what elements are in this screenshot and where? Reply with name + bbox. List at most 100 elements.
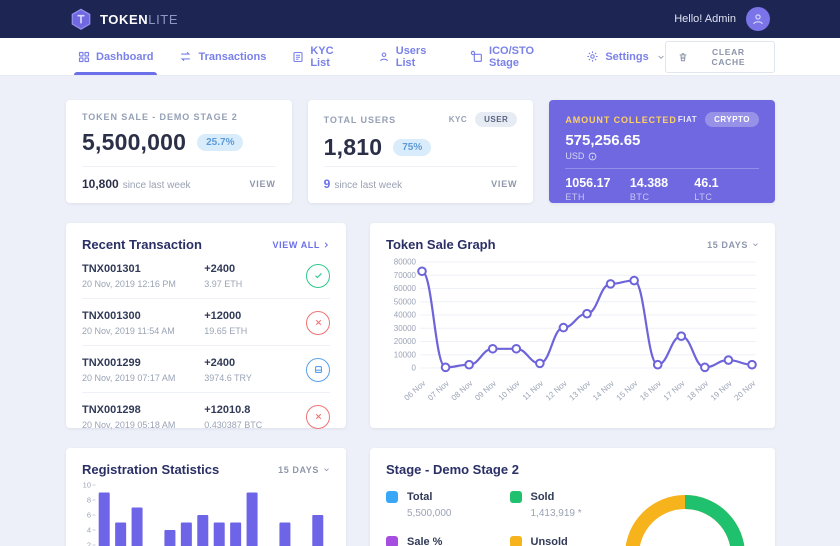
coin-ltc: 46.1 LTC (694, 176, 758, 202)
svg-text:11 Nov: 11 Nov (521, 379, 545, 402)
registration-bar-chart: 1086420 (83, 481, 324, 546)
settings-gear-icon (586, 50, 599, 63)
table-row[interactable]: TNX001300 20 Nov, 2019 11:54 AM +12000 19.… (82, 298, 330, 345)
user-avatar[interactable] (746, 7, 770, 31)
delta-note: since last week (122, 180, 191, 191)
nav-item-settings[interactable]: Settings (586, 38, 664, 75)
brand-logo[interactable]: TOKENLITE (70, 8, 178, 30)
nav-label: KYC List (310, 44, 334, 69)
svg-text:18 Nov: 18 Nov (685, 379, 710, 403)
legend-swatch-unsold (509, 536, 522, 546)
total-users-view-link[interactable]: VIEW (491, 179, 518, 189)
main-nav: Dashboard Transactions KYC List Users Li… (0, 38, 840, 76)
token-sale-graph-card: Token Sale Graph 15 DAYS 0 10000 20000 3000… (370, 223, 775, 428)
legend-item-total: Total 5,500,000 (386, 491, 494, 519)
dashboard-icon (78, 51, 90, 63)
nav-item-users-list[interactable]: Users List (378, 38, 444, 75)
txn-amount: +12010.8 (204, 403, 251, 416)
txn-id: TNX001301 (82, 262, 141, 275)
nav-label: Dashboard (96, 50, 154, 63)
view-all-link[interactable]: VIEW ALL (273, 240, 330, 250)
info-icon[interactable] (588, 152, 597, 161)
txn-id: TNX001298 (82, 403, 141, 416)
svg-text:10000: 10000 (394, 350, 417, 359)
svg-text:14 Nov: 14 Nov (591, 379, 616, 403)
users-icon (378, 51, 390, 63)
svg-text:10 Nov: 10 Nov (497, 379, 522, 403)
topbar: TOKENLITE Hello! Admin (0, 0, 840, 38)
svg-text:13 Nov: 13 Nov (567, 379, 592, 403)
svg-text:6: 6 (87, 511, 91, 520)
txn-date: 20 Nov, 2019 05:18 AM (82, 419, 176, 430)
svg-text:8: 8 (87, 496, 91, 505)
txn-id: TNX001299 (82, 356, 141, 369)
svg-text:06 Nov: 06 Nov (402, 379, 427, 403)
table-row[interactable]: TNX001299 20 Nov, 2019 07:17 AM +2400 3974… (82, 345, 330, 392)
legend-item-unsold: Unsold 4,086,082 (509, 536, 618, 546)
svg-text:40000: 40000 (394, 311, 417, 320)
svg-text:09 Nov: 09 Nov (473, 379, 498, 403)
stage-legend: Total 5,500,000 Sold 1,413,919 * Sale % … (386, 491, 617, 546)
coin-value: 14.388 (629, 176, 669, 190)
clear-cache-label: CLEAR CACHE (711, 46, 746, 67)
legend-item-sale-percent: Sale % 25.7% Sold (386, 536, 494, 546)
users-tab-kyc[interactable]: KYC (448, 115, 468, 124)
chevron-right-icon (322, 241, 330, 249)
svg-text:0: 0 (412, 364, 417, 373)
graph-period-dropdown[interactable]: 15 DAYS (707, 240, 759, 250)
nav-item-ico-sto-stage[interactable]: ICO/STO Stage (470, 38, 560, 75)
svg-text:20000: 20000 (394, 337, 417, 346)
amount-currency: USD (565, 151, 585, 161)
nav-item-kyc-list[interactable]: KYC List (292, 38, 351, 75)
trash-icon (678, 52, 688, 62)
txn-converted: 19.65 ETH (204, 325, 248, 336)
users-tab-user[interactable]: USER (475, 112, 518, 127)
nav-item-dashboard[interactable]: Dashboard (73, 38, 158, 75)
svg-text:16 Nov: 16 Nov (638, 379, 663, 403)
legend-swatch-total (386, 491, 398, 503)
legend-swatch-sale-percent (386, 536, 398, 546)
chevron-down-icon (323, 466, 330, 473)
token-sale-graph-title: Token Sale Graph (386, 237, 496, 252)
amount-collected-card: AMOUNT COLLECTED FIAT CRYPTO 575,256.65 … (549, 100, 775, 203)
txn-converted: 0.430387 BTC (204, 419, 263, 430)
total-users-value: 1,810 (323, 134, 383, 160)
svg-text:50000: 50000 (394, 297, 417, 306)
stats-period-dropdown[interactable]: 15 DAYS (278, 465, 330, 475)
table-row[interactable]: TNX001298 20 Nov, 2019 05:18 AM +12010.8 0… (82, 392, 330, 439)
txn-date: 20 Nov, 2019 11:54 AM (82, 325, 175, 336)
svg-text:20 Nov: 20 Nov (732, 379, 757, 403)
total-users-delta: 9 (323, 177, 331, 191)
amount-collected-title: AMOUNT COLLECTED (565, 114, 677, 125)
nav-label: Users List (395, 44, 427, 69)
txn-id: TNX001300 (82, 309, 141, 322)
svg-text:10: 10 (83, 481, 91, 490)
token-sale-card: TOKEN SALE - DEMO STAGE 2 5,500,000 25.7… (66, 100, 292, 203)
token-sale-title: TOKEN SALE - DEMO STAGE 2 (82, 112, 238, 122)
ico-stage-icon (470, 50, 483, 63)
token-sale-percent-badge: 25.7% (197, 134, 244, 151)
svg-text:07 Nov: 07 Nov (426, 379, 451, 403)
stage-title: Stage - Demo Stage 2 (386, 462, 519, 477)
total-users-title: TOTAL USERS (323, 114, 397, 125)
registration-statistics-title: Registration Statistics (82, 462, 220, 477)
svg-text:19 Nov: 19 Nov (709, 379, 734, 403)
amount-tab-fiat[interactable]: FIAT (677, 115, 698, 124)
recent-transaction-card: Recent Transaction VIEW ALL TNX001301 20 … (66, 223, 346, 430)
nav-item-transactions[interactable]: Transactions (179, 38, 266, 75)
txn-converted: 3974.6 TRY (204, 372, 252, 383)
recent-transaction-title: Recent Transaction (82, 237, 202, 252)
stage-donut-chart: 5,500,000 TLE (617, 487, 753, 546)
nav-label: Transactions (198, 50, 267, 63)
coin-eth: 1056.17 ETH (565, 176, 629, 202)
token-sale-view-link[interactable]: VIEW (249, 179, 276, 189)
nav-label: Settings (605, 50, 649, 63)
table-row[interactable]: TNX001301 20 Nov, 2019 12:16 PM +2400 3.97… (82, 252, 330, 298)
amount-tab-crypto[interactable]: CRYPTO (705, 112, 759, 127)
total-users-percent-badge: 75% (393, 139, 432, 156)
svg-text:15 Nov: 15 Nov (615, 379, 640, 403)
transaction-list: TNX001301 20 Nov, 2019 12:16 PM +2400 3.97… (82, 252, 330, 439)
coin-label: LTC (694, 192, 713, 202)
svg-text:60000: 60000 (394, 284, 417, 293)
clear-cache-button[interactable]: CLEAR CACHE (664, 40, 775, 73)
